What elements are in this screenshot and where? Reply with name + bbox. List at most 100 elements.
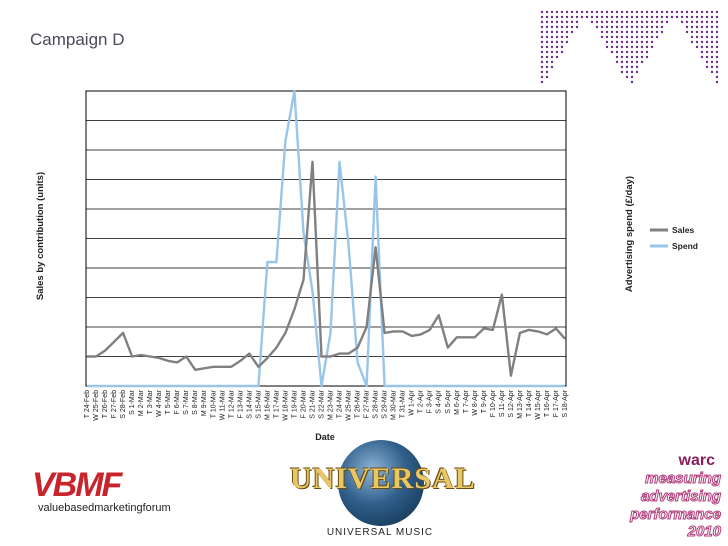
vv-logo-dot [705, 35, 709, 39]
vv-logo-dot [615, 40, 619, 44]
vv-logo-dot [610, 35, 614, 39]
vv-logo-dot [620, 65, 624, 69]
universal-wordmark: UNIVERSAL [290, 462, 476, 495]
vv-logo-dot [545, 60, 549, 64]
vv-logo-dot [640, 55, 644, 59]
vv-logo-dot [540, 45, 544, 49]
vv-logo-dot [545, 65, 549, 69]
vv-logo-dot [630, 25, 634, 29]
vv-logo-dot [630, 60, 634, 64]
vv-logo-dot [605, 45, 609, 49]
x-tick-label: W 25-Mar [346, 389, 353, 420]
vv-logo-dot [705, 60, 709, 64]
vbmf-logo: VBMF valuebasedmarketingforum [32, 466, 197, 518]
vv-logo-dot [715, 45, 719, 49]
x-tick-label: S 11-Apr [499, 389, 506, 417]
vv-logo-dot [610, 50, 614, 54]
vv-logo-dot [615, 15, 619, 19]
vv-logo-dot [645, 15, 649, 19]
vv-logo-dot [695, 15, 699, 19]
vv-logo-dot [700, 20, 704, 24]
vv-logo-dot [705, 30, 709, 34]
vv-logo-dot [705, 25, 709, 29]
vv-logo-dot [655, 30, 659, 34]
vv-logo-dot [540, 50, 544, 54]
vv-logo-dot [545, 50, 549, 54]
vv-logo-dot [625, 65, 629, 69]
vv-logo-dot [715, 50, 719, 54]
vv-logo-dot [570, 25, 574, 29]
x-tick-label: S 15-Mar [255, 389, 262, 418]
vv-logo-dot [565, 40, 569, 44]
vv-logo-dot [605, 15, 609, 19]
vv-logo-dot [715, 80, 719, 84]
x-tick-label: S 12-Apr [508, 389, 515, 417]
vv-logo-dot [555, 30, 559, 34]
vv-logo-dot [660, 30, 664, 34]
universal-music-logo: UNIVERSAL UNIVERSAL MUSIC [290, 440, 476, 540]
vv-logo-dot [550, 45, 554, 49]
vv-logo-dot [635, 65, 639, 69]
vv-logo-dot [620, 35, 624, 39]
vv-logo-dot [580, 15, 584, 19]
vv-logo-dot [560, 10, 564, 14]
vv-logo-dot [540, 10, 544, 14]
vv-logo-dot [550, 55, 554, 59]
x-tick-label: T 2-Apr [418, 389, 425, 413]
vbmf-mark: VBMF [32, 466, 122, 504]
vv-logo-dot [545, 15, 549, 19]
vv-logo-dot [615, 45, 619, 49]
vv-logo-dot [645, 55, 649, 59]
vv-logo-dot [630, 35, 634, 39]
vv-logo-dot [620, 55, 624, 59]
x-tick-label: M 2-Mar [138, 389, 145, 416]
vv-logo-dot [635, 55, 639, 59]
vv-logo-dot [545, 40, 549, 44]
vv-logo-dot [555, 35, 559, 39]
vv-logo-dot [665, 20, 669, 24]
vv-logo-dot [565, 20, 569, 24]
warc-line-1: measuring [645, 470, 722, 488]
vv-logo-dot [550, 40, 554, 44]
vv-logo-dot [550, 30, 554, 34]
vv-logo-dot [555, 55, 559, 59]
vv-logo-dot [610, 40, 614, 44]
vv-logo-dot [655, 20, 659, 24]
vv-logo-dot [610, 30, 614, 34]
warc-line-3: performance [630, 506, 722, 524]
vv-logo-dot [650, 10, 654, 14]
vv-logo-dot [570, 20, 574, 24]
vv-logo-dot [620, 70, 624, 74]
vv-logo-dot [590, 10, 594, 14]
x-tick-label: S 28-Feb [120, 390, 127, 419]
chart-series [87, 89, 566, 388]
vv-logo-dot [610, 25, 614, 29]
vv-logo-dot [630, 80, 634, 84]
vv-logo-dot [575, 10, 579, 14]
x-tick-label: T 31-Mar [400, 389, 407, 418]
vv-logo-dot [650, 25, 654, 29]
vv-logo-dot [620, 40, 624, 44]
vv-logo-dot [630, 70, 634, 74]
vv-logo-dot [540, 20, 544, 24]
vv-logo-dot [625, 45, 629, 49]
vv-logo-dot [550, 65, 554, 69]
warc-logo: warc measuring advertising performance 2… [606, 452, 722, 542]
vv-logo-dot [710, 65, 714, 69]
vv-logo-dot [620, 30, 624, 34]
vv-logo-dot [570, 15, 574, 19]
x-tick-label: F 17-Apr [553, 389, 560, 417]
vv-logo-dot [600, 20, 604, 24]
vv-logo-dot [645, 45, 649, 49]
vv-logo-dot [700, 15, 704, 19]
vv-logo-dot [575, 15, 579, 19]
vv-logo-dot [715, 20, 719, 24]
y2-axis-label: Advertising spend (£/day) [624, 176, 635, 292]
vv-logo-dot [640, 50, 644, 54]
vv-logo-dot [695, 45, 699, 49]
vv-logo-dot [695, 25, 699, 29]
vv-logo-dot [650, 30, 654, 34]
vv-logo-dot [710, 45, 714, 49]
vv-logo-dot [640, 45, 644, 49]
vv-logo-dot [640, 60, 644, 64]
